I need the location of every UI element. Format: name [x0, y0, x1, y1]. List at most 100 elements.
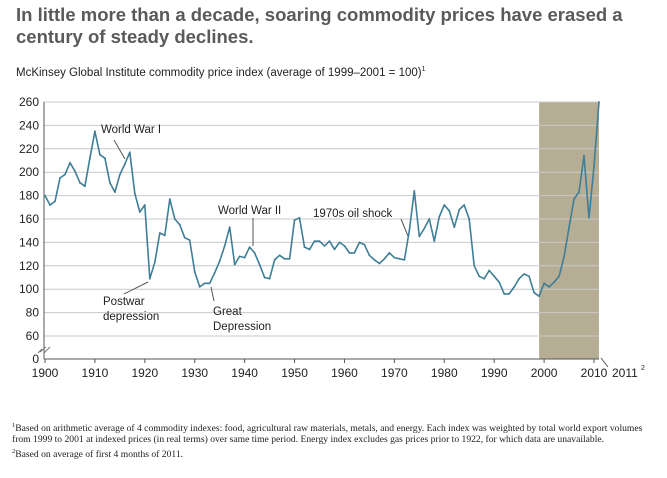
- data-point-2005: [568, 226, 570, 229]
- data-point-1919: [138, 211, 141, 213]
- data-point-1984: [463, 204, 466, 206]
- data-point-1949: [288, 257, 291, 260]
- data-point-2003: [558, 275, 560, 278]
- data-point-2007: [578, 191, 580, 193]
- data-point-1912: [104, 157, 106, 160]
- data-point-1926: [173, 218, 176, 220]
- y-tick-label-160: 160: [19, 212, 39, 226]
- annotation-world-war-ii: World War II: [218, 205, 281, 217]
- leader-postwar-depression: [123, 281, 149, 295]
- data-point-1960: [343, 245, 346, 247]
- axis-break-mark: [37, 346, 51, 354]
- data-point-2006: [573, 198, 575, 200]
- data-point-1940: [243, 256, 246, 259]
- data-point-1902: [54, 200, 56, 203]
- footnote-2-mark: 2: [12, 447, 16, 455]
- x-tick-label-2000: 2000: [531, 366, 558, 380]
- data-point-1932: [203, 282, 206, 285]
- data-point-1959: [338, 241, 341, 244]
- leader-world-war-i: [113, 139, 126, 160]
- chart-subtitle: McKinsey Global Institute commodity pric…: [16, 66, 426, 79]
- y-tick-label-260: 260: [19, 95, 39, 109]
- data-point-1965: [368, 254, 371, 257]
- data-point-1907: [79, 181, 81, 184]
- x-tick-label-1960: 1960: [331, 366, 358, 380]
- x-tick-label-2011: 2011: [612, 366, 638, 380]
- data-point-1980: [443, 204, 446, 206]
- y-tick-label-120: 120: [19, 259, 39, 273]
- data-point-1983: [458, 208, 461, 211]
- data-point-1962: [353, 252, 356, 254]
- data-point-2010: [593, 165, 595, 168]
- data-point-1989: [488, 269, 491, 272]
- data-point-1918: [133, 192, 136, 195]
- data-point-1925: [168, 198, 171, 200]
- footnotes: 1Based on arithmetic average of 4 commod…: [12, 420, 652, 460]
- data-point-1955: [318, 240, 321, 243]
- x-tick-label-1910: 1910: [82, 366, 109, 380]
- y-tick-label-200: 200: [19, 165, 39, 179]
- data-point-1990: [493, 275, 496, 278]
- leader-1970s-oil-shock: [400, 218, 409, 237]
- axis-layer: 0 60 80 100 120 140 160 180 200 220 240 260 1900 1910…: [19, 95, 645, 380]
- x-tick-label-1970: 1970: [381, 366, 408, 380]
- data-point-1972: [403, 259, 406, 261]
- data-point-1930: [193, 270, 196, 273]
- data-point-1982: [453, 226, 456, 229]
- y-tick-label-60: 60: [26, 329, 40, 343]
- footnote-1-mark: 1: [12, 422, 16, 429]
- data-point-1981: [448, 209, 451, 212]
- data-point-1956: [323, 245, 326, 247]
- data-point-1927: [178, 223, 181, 226]
- data-point-1985: [468, 218, 471, 220]
- data-point-1979: [438, 215, 441, 218]
- data-point-2001: [548, 286, 550, 288]
- x-tick-label-1900: 1900: [32, 366, 59, 380]
- data-point-1921: [148, 277, 151, 280]
- data-point-2002: [553, 281, 555, 284]
- annotation-layer: World War I Postwar depression World War II…: [101, 124, 409, 333]
- data-point-1901: [49, 204, 51, 206]
- data-point-1905: [69, 161, 71, 164]
- data-point-1906: [74, 170, 76, 172]
- y-tick-label-220: 220: [19, 142, 39, 156]
- data-point-1934: [213, 271, 216, 274]
- y-tick-label-180: 180: [19, 189, 39, 203]
- data-point-1938: [233, 263, 236, 266]
- data-point-1961: [348, 252, 351, 254]
- data-point-1999: [538, 295, 540, 298]
- data-point-1917: [128, 151, 131, 154]
- data-point-1968: [383, 257, 386, 260]
- y-tick-label-80: 80: [26, 306, 40, 320]
- data-point-1998: [533, 291, 535, 294]
- x-tick-label-1940: 1940: [231, 366, 258, 380]
- data-point-2009: [588, 216, 590, 219]
- data-point-1966: [373, 259, 376, 261]
- data-point-1991: [498, 281, 501, 284]
- data-point-1946: [273, 259, 276, 261]
- data-point-1987: [478, 275, 481, 278]
- series-layer: [44, 101, 600, 298]
- headline: In little more than a decade, soaring co…: [16, 4, 623, 47]
- data-point-2011: [598, 101, 600, 103]
- data-point-1943: [258, 263, 261, 266]
- data-point-1913: [109, 181, 111, 184]
- data-point-1992: [503, 293, 506, 295]
- data-point-1941: [248, 246, 251, 249]
- data-point-1957: [328, 240, 331, 243]
- data-point-1924: [163, 234, 166, 237]
- data-point-1945: [268, 277, 271, 280]
- annotation-world-war-i: World War I: [101, 124, 161, 136]
- data-point-1978: [433, 240, 436, 243]
- data-point-1944: [263, 276, 266, 279]
- data-point-1923: [158, 232, 161, 234]
- data-point-2008: [583, 154, 585, 157]
- y-tick-label-100: 100: [19, 282, 39, 296]
- data-point-1952: [303, 246, 306, 249]
- footnote-1: 1Based on arithmetic average of 4 commod…: [12, 420, 652, 446]
- y-tick-label-0: 0: [32, 352, 39, 366]
- x-tick-label-1980: 1980: [431, 366, 458, 380]
- data-point-1973: [408, 229, 411, 232]
- data-point-1920: [143, 204, 146, 206]
- annotation-1970s-oil-shock: 1970s oil shock: [313, 208, 393, 220]
